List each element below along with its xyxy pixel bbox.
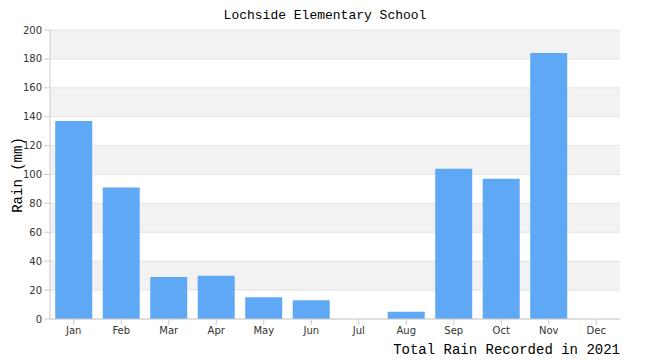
svg-text:Jul: Jul [352, 325, 365, 336]
svg-text:0: 0 [36, 314, 42, 325]
svg-text:Feb: Feb [112, 325, 130, 336]
svg-text:Total Rain Recorded in 2021: Total Rain Recorded in 2021 [393, 342, 620, 358]
svg-text:Dec: Dec [587, 325, 606, 336]
svg-text:120: 120 [23, 140, 42, 151]
svg-text:Nov: Nov [539, 325, 559, 336]
svg-text:100: 100 [23, 169, 42, 180]
svg-text:Apr: Apr [208, 325, 226, 336]
svg-text:80: 80 [29, 198, 42, 209]
svg-text:Oct: Oct [493, 325, 510, 336]
svg-text:20: 20 [29, 285, 42, 296]
svg-text:160: 160 [23, 82, 42, 93]
svg-text:140: 140 [23, 111, 42, 122]
svg-text:180: 180 [23, 53, 42, 64]
svg-text:Jun: Jun [302, 325, 319, 336]
svg-text:May: May [253, 325, 274, 336]
svg-text:200: 200 [23, 25, 42, 36]
svg-text:Aug: Aug [396, 325, 416, 336]
svg-text:Sep: Sep [444, 325, 463, 336]
svg-text:40: 40 [29, 256, 42, 267]
svg-text:Lochside Elementary School: Lochside Elementary School [224, 8, 427, 23]
svg-text:60: 60 [29, 227, 42, 238]
svg-text:Rain (mm): Rain (mm) [10, 137, 26, 213]
svg-text:Jan: Jan [65, 325, 81, 336]
svg-text:Mar: Mar [159, 325, 179, 336]
